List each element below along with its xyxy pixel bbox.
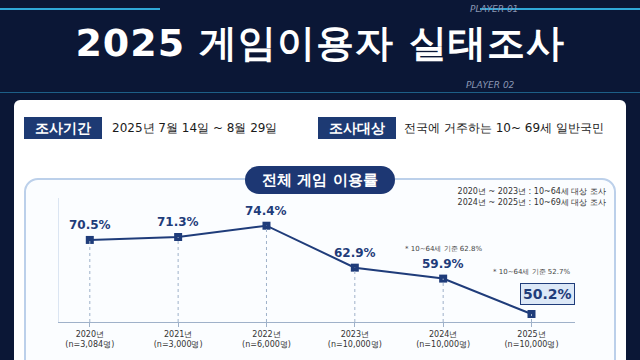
svg-text:2021년(n=3,000명): 2021년(n=3,000명) — [154, 330, 203, 349]
html-text:2025년 7월 14일 ~ 8월 29일: 2025년 7월 14일 ~ 8월 29일 — [112, 121, 278, 135]
svg-text:2020년(n=3,084명): 2020년(n=3,084명) — [65, 330, 114, 349]
svg-text:2022년(n=6,000명): 2022년(n=6,000명) — [242, 330, 291, 349]
html-text:조사대상: 조사대상 — [329, 120, 385, 136]
html-text:조사기간: 조사기간 — [35, 120, 91, 136]
svg-text:* 10~64세 기준 52.7%: * 10~64세 기준 52.7% — [493, 268, 570, 276]
html-text:전국에 거주하는 10~ 69세 일반국민: 전국에 거주하는 10~ 69세 일반국민 — [404, 121, 604, 135]
html-text:2024년 ~ 2025년 : 10~69세 대상 조사: 2024년 ~ 2025년 : 10~69세 대상 조사 — [457, 198, 606, 207]
svg-text:2025년(n=10,000명): 2025년(n=10,000명) — [504, 330, 558, 349]
html-text:PLAYER 01: PLAYER 01 — [470, 4, 519, 14]
svg-text:50.2%: 50.2% — [523, 286, 572, 302]
svg-text:71.3%: 71.3% — [157, 215, 199, 229]
svg-text:2024년(n=10,000명): 2024년(n=10,000명) — [416, 330, 470, 349]
html-text:2020년 ~ 2023년 : 10~64세 대상 조사: 2020년 ~ 2023년 : 10~64세 대상 조사 — [457, 187, 606, 196]
svg-text:62.9%: 62.9% — [334, 246, 376, 260]
svg-text:74.4%: 74.4% — [245, 204, 287, 218]
html-text:전체 게임 이용률: 전체 게임 이용률 — [262, 171, 378, 189]
svg-text:70.5%: 70.5% — [69, 218, 111, 232]
html-text:2025 게임이용자 실태조사: 2025 게임이용자 실태조사 — [75, 21, 565, 65]
svg-text:2023년(n=10,000명): 2023년(n=10,000명) — [328, 330, 382, 349]
svg-text:59.9%: 59.9% — [422, 257, 464, 271]
html-text:PLAYER 02: PLAYER 02 — [466, 80, 515, 90]
svg-text:* 10~64세 기준 62.8%: * 10~64세 기준 62.8% — [405, 245, 482, 253]
